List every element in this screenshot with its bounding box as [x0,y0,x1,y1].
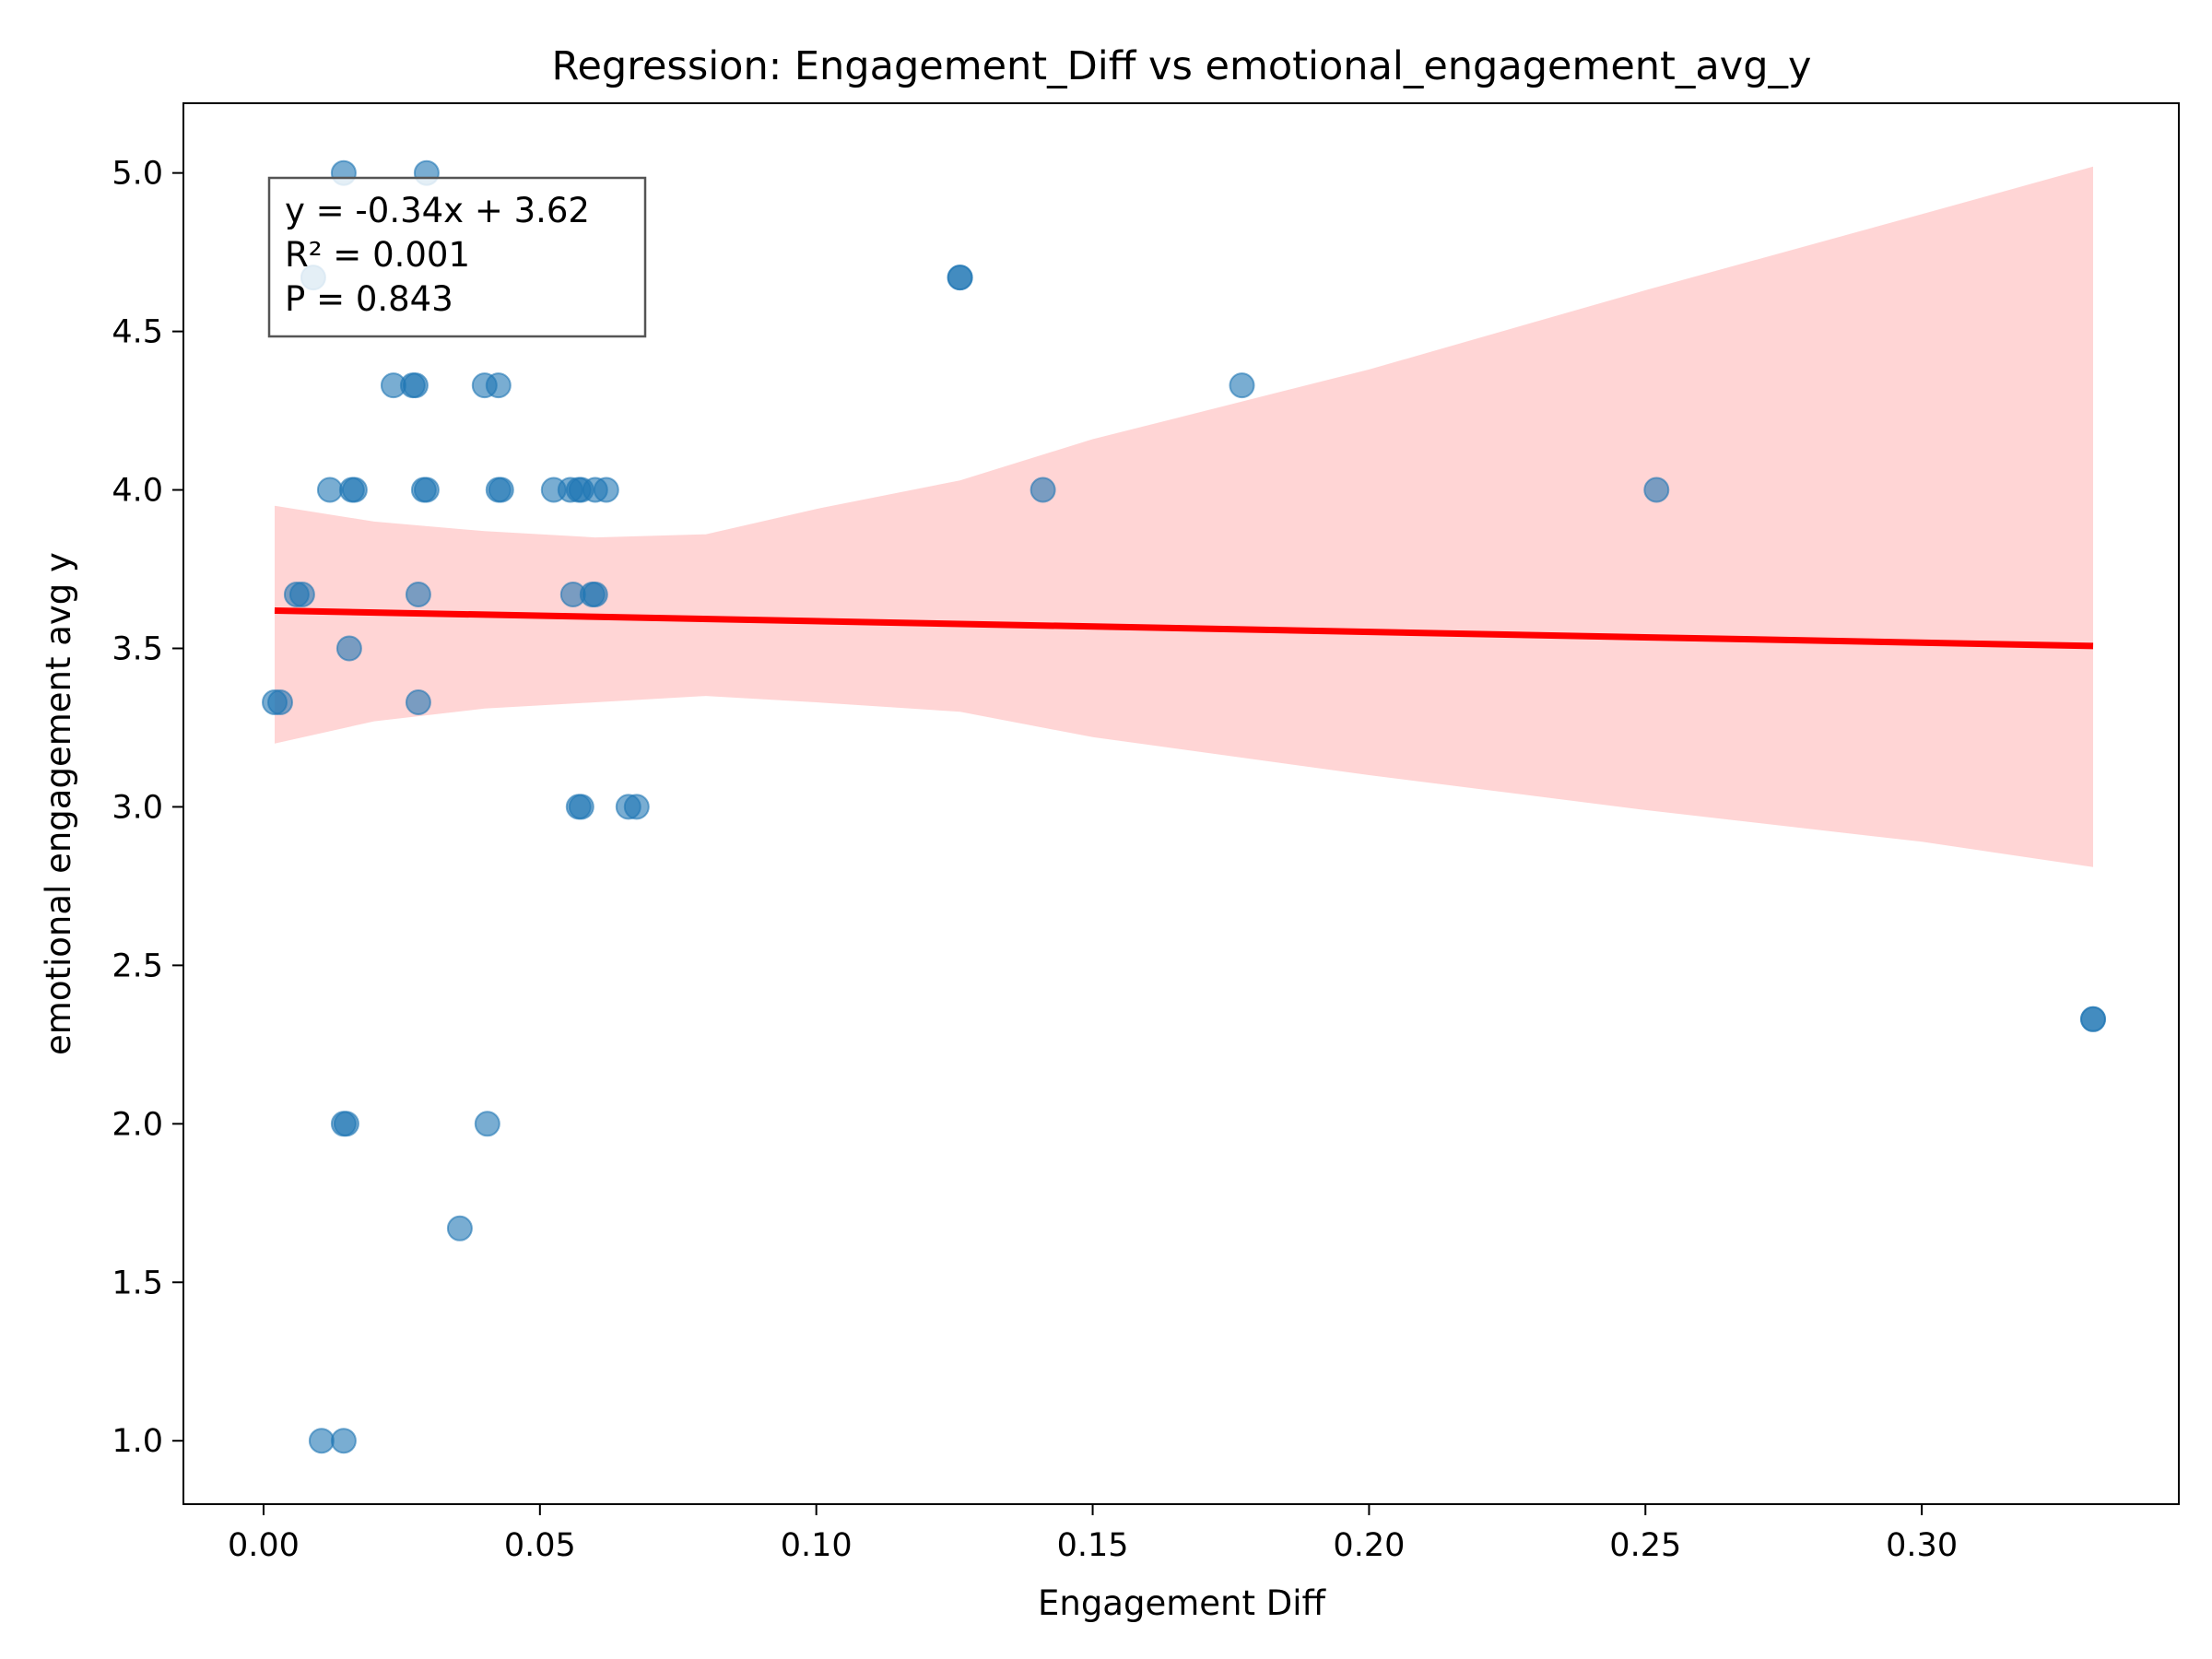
x-tick-label: 0.00 [228,1527,300,1564]
data-point [288,582,315,607]
x-tick-label: 0.15 [1057,1527,1129,1564]
confidence-band-layer [275,166,2093,867]
regression-stats-box: y = -0.34x + 3.62 R² = 0.001 P = 0.843 [267,176,647,338]
x-tick-label: 0.20 [1333,1527,1405,1564]
chart-title: Regression: Engagement_Diff vs emotional… [552,43,1812,89]
data-point [488,477,514,503]
y-tick-label: 5.0 [112,156,163,193]
x-axis-label: Engagement Diff [1038,1583,1327,1623]
data-point [333,1111,359,1137]
y-axis-label: emotional engagement avg y [39,552,78,1055]
y-tick-label: 4.0 [112,473,163,510]
stats-r-squared: R² = 0.001 [285,235,470,275]
y-axis-ticks: 1.0 1.5 2.0 2.5 3.0 3.5 4.0 4.5 5.0 [112,156,183,1460]
data-points-layer [262,159,2106,1454]
data-point [947,265,973,291]
x-tick-label: 0.05 [504,1527,576,1564]
data-point [405,582,431,607]
x-tick-label: 0.10 [781,1527,853,1564]
data-point [267,689,293,715]
data-point [402,372,429,399]
data-point [2080,1006,2106,1032]
data-point [568,794,594,820]
data-point [485,372,512,399]
stats-equation: y = -0.34x + 3.62 [285,191,590,230]
y-tick-label: 3.5 [112,630,163,667]
stats-box-frame [267,176,647,338]
regression-line [274,606,2094,650]
confidence-band [275,166,2093,867]
data-point [308,1428,335,1454]
data-point [335,635,362,662]
data-point [1643,477,1670,503]
plot-area [262,159,2106,1454]
y-tick-label: 2.0 [112,1106,163,1143]
data-point [474,1111,500,1137]
regression-line-layer [274,606,2094,650]
data-point [623,794,650,820]
data-point [316,477,343,503]
y-tick-label: 1.0 [112,1423,163,1460]
data-point [338,477,365,503]
data-point [1229,372,1255,399]
y-tick-label: 4.5 [112,314,163,351]
stats-p-value: P = 0.843 [285,279,453,319]
y-tick-label: 3.0 [112,789,163,826]
axes-frame [182,102,2180,1505]
data-point [582,582,608,607]
data-point [405,689,431,715]
data-point [413,477,440,503]
data-point [446,1215,473,1241]
x-tick-label: 0.30 [1886,1527,1958,1564]
y-tick-label: 2.5 [112,947,163,984]
data-point [330,1428,357,1454]
data-point [1030,477,1056,503]
data-point [593,477,619,503]
x-axis-ticks: 0.00 0.05 0.10 0.15 0.20 0.25 0.30 [228,1504,1958,1564]
y-tick-label: 1.5 [112,1265,163,1301]
x-tick-label: 0.25 [1609,1527,1681,1564]
